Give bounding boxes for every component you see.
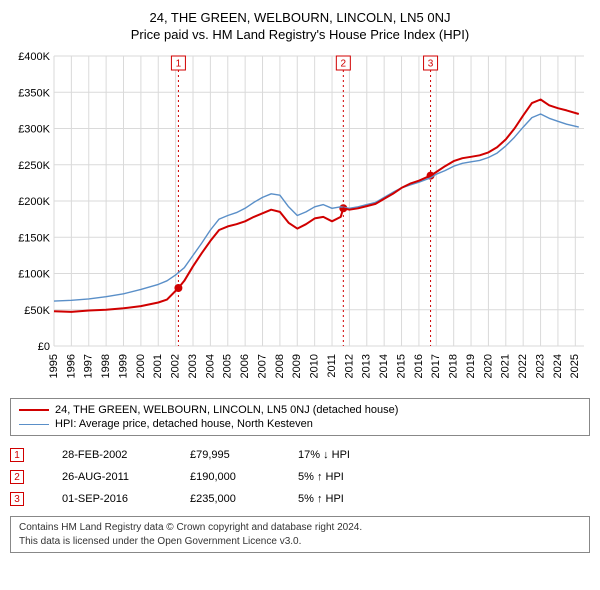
event-table: 1 28-FEB-2002 £79,995 17% ↓ HPI 2 26-AUG-2011… bbox=[10, 444, 590, 510]
svg-text:1995: 1995 bbox=[48, 354, 60, 378]
svg-text:2012: 2012 bbox=[343, 354, 355, 378]
legend-row: 24, THE GREEN, WELBOURN, LINCOLN, LN5 0N… bbox=[19, 403, 581, 417]
legend-label: HPI: Average price, detached house, Nort… bbox=[55, 418, 313, 430]
svg-text:2: 2 bbox=[341, 59, 347, 70]
legend-label: 24, THE GREEN, WELBOURN, LINCOLN, LN5 0N… bbox=[55, 404, 398, 416]
svg-text:2020: 2020 bbox=[482, 354, 494, 378]
event-price: £79,995 bbox=[190, 449, 280, 461]
svg-text:1: 1 bbox=[176, 59, 182, 70]
svg-text:2004: 2004 bbox=[204, 354, 216, 378]
chart-title: 24, THE GREEN, WELBOURN, LINCOLN, LN5 0N… bbox=[10, 10, 590, 25]
svg-text:2001: 2001 bbox=[152, 354, 164, 378]
svg-text:£400K: £400K bbox=[18, 51, 50, 63]
svg-text:2015: 2015 bbox=[395, 354, 407, 378]
event-date: 26-AUG-2011 bbox=[62, 471, 172, 483]
svg-text:2010: 2010 bbox=[309, 354, 321, 378]
svg-text:2017: 2017 bbox=[430, 354, 442, 378]
svg-text:2021: 2021 bbox=[500, 354, 512, 378]
event-price: £190,000 bbox=[190, 471, 280, 483]
svg-text:1996: 1996 bbox=[65, 354, 77, 378]
svg-text:£100K: £100K bbox=[18, 269, 50, 281]
svg-text:2025: 2025 bbox=[569, 354, 581, 378]
svg-text:£300K: £300K bbox=[18, 124, 50, 136]
chart-subtitle: Price paid vs. HM Land Registry's House … bbox=[10, 27, 590, 42]
svg-text:2016: 2016 bbox=[413, 354, 425, 378]
event-diff: 17% ↓ HPI bbox=[298, 449, 388, 461]
svg-text:2024: 2024 bbox=[552, 354, 564, 378]
event-marker: 1 bbox=[10, 448, 24, 462]
svg-text:2023: 2023 bbox=[534, 354, 546, 378]
svg-text:2007: 2007 bbox=[256, 354, 268, 378]
svg-text:£350K: £350K bbox=[18, 87, 50, 99]
event-price: £235,000 bbox=[190, 493, 280, 505]
legend-swatch bbox=[19, 424, 49, 425]
svg-text:2005: 2005 bbox=[222, 354, 234, 378]
event-marker: 3 bbox=[10, 492, 24, 506]
svg-text:£200K: £200K bbox=[18, 196, 50, 208]
svg-text:2018: 2018 bbox=[448, 354, 460, 378]
svg-text:2019: 2019 bbox=[465, 354, 477, 378]
svg-text:2006: 2006 bbox=[239, 354, 251, 378]
footer-line1: Contains HM Land Registry data © Crown c… bbox=[19, 521, 581, 535]
svg-text:1997: 1997 bbox=[83, 354, 95, 378]
event-row: 2 26-AUG-2011 £190,000 5% ↑ HPI bbox=[10, 466, 590, 488]
svg-text:2011: 2011 bbox=[326, 354, 338, 378]
svg-text:£0: £0 bbox=[38, 341, 50, 353]
svg-text:2013: 2013 bbox=[361, 354, 373, 378]
svg-text:2009: 2009 bbox=[291, 354, 303, 378]
chart-svg: £0 £50K £100K £150K £200K £250K £300K £350K £400… bbox=[10, 50, 590, 390]
event-row: 1 28-FEB-2002 £79,995 17% ↓ HPI bbox=[10, 444, 590, 466]
event-date: 01-SEP-2016 bbox=[62, 493, 172, 505]
footer-box: Contains HM Land Registry data © Crown c… bbox=[10, 516, 590, 553]
svg-text:2000: 2000 bbox=[135, 354, 147, 378]
event-marker: 2 bbox=[10, 470, 24, 484]
event-diff: 5% ↑ HPI bbox=[298, 471, 388, 483]
legend-row: HPI: Average price, detached house, Nort… bbox=[19, 417, 581, 431]
svg-text:1999: 1999 bbox=[117, 354, 129, 378]
svg-text:£50K: £50K bbox=[24, 305, 50, 317]
svg-text:2008: 2008 bbox=[274, 354, 286, 378]
chart-container: 24, THE GREEN, WELBOURN, LINCOLN, LN5 0N… bbox=[0, 0, 600, 561]
legend-box: 24, THE GREEN, WELBOURN, LINCOLN, LN5 0N… bbox=[10, 398, 590, 436]
legend-swatch bbox=[19, 409, 49, 411]
svg-text:£150K: £150K bbox=[18, 232, 50, 244]
svg-text:£250K: £250K bbox=[18, 160, 50, 172]
footer-line2: This data is licensed under the Open Gov… bbox=[19, 535, 581, 549]
svg-text:2003: 2003 bbox=[187, 354, 199, 378]
svg-text:1998: 1998 bbox=[100, 354, 112, 378]
svg-text:2014: 2014 bbox=[378, 354, 390, 378]
event-row: 3 01-SEP-2016 £235,000 5% ↑ HPI bbox=[10, 488, 590, 510]
svg-text:2002: 2002 bbox=[170, 354, 182, 378]
chart-plot: £0 £50K £100K £150K £200K £250K £300K £350K £400… bbox=[10, 50, 590, 390]
event-date: 28-FEB-2002 bbox=[62, 449, 172, 461]
event-diff: 5% ↑ HPI bbox=[298, 493, 388, 505]
svg-text:2022: 2022 bbox=[517, 354, 529, 378]
svg-text:3: 3 bbox=[428, 59, 434, 70]
